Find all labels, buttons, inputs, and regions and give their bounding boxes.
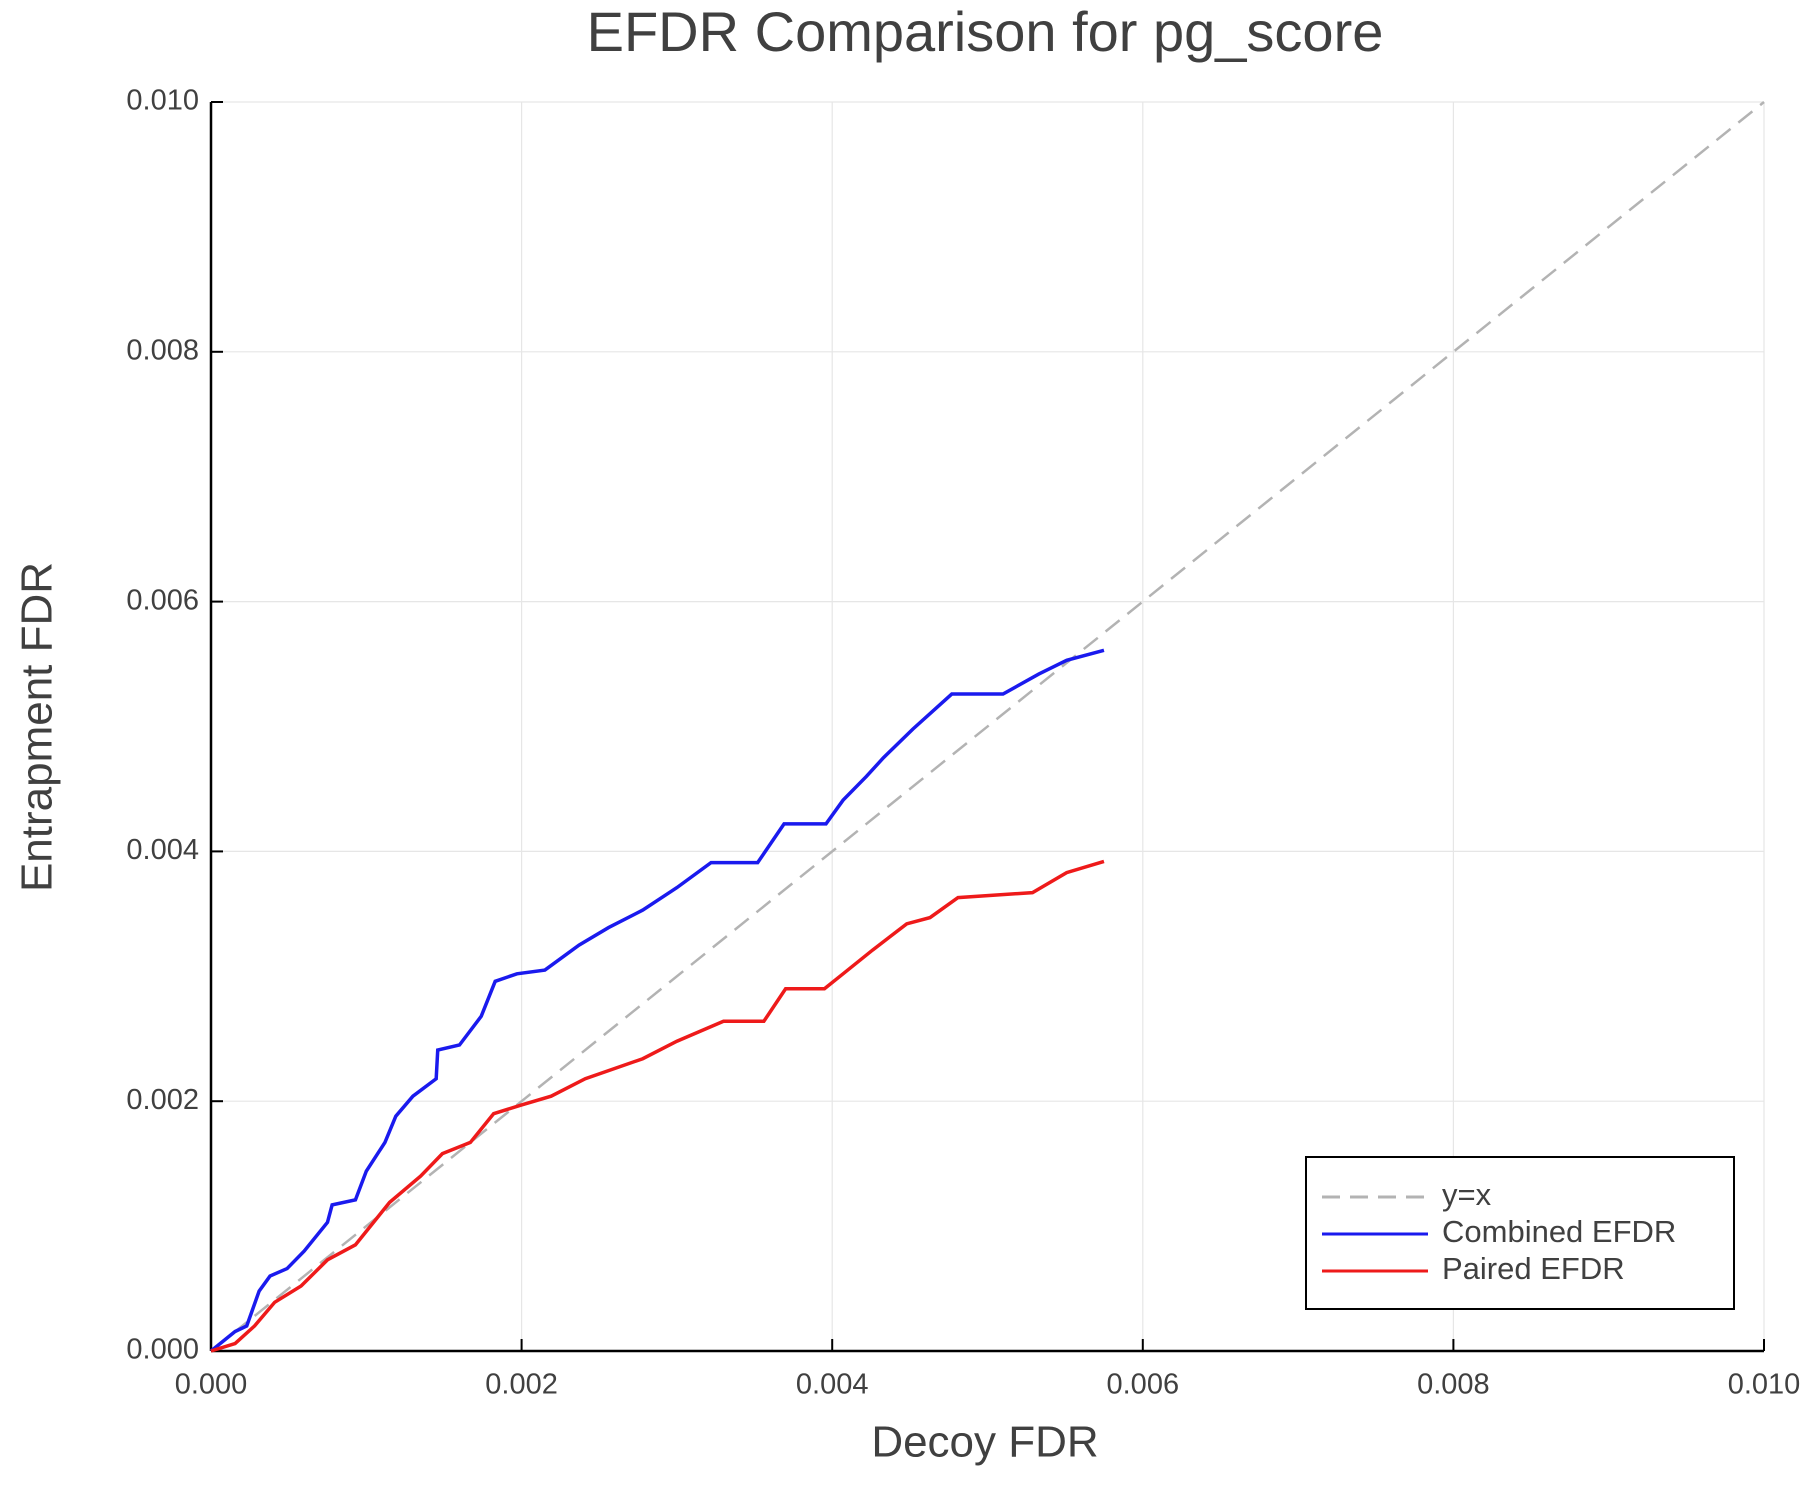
x-tick-label: 0.004 bbox=[796, 1369, 869, 1401]
legend-label: Paired EFDR bbox=[1442, 1251, 1625, 1286]
chart-title: EFDR Comparison for pg_score bbox=[587, 0, 1384, 63]
x-tick-label: 0.010 bbox=[1728, 1369, 1800, 1401]
x-tick-label: 0.002 bbox=[485, 1369, 558, 1401]
legend-label: y=x bbox=[1442, 1177, 1492, 1212]
series-line bbox=[209, 648, 1105, 1353]
x-axis-label: Decoy FDR bbox=[871, 1418, 1098, 1467]
y-tick-label: 0.008 bbox=[126, 334, 199, 366]
series-line bbox=[210, 859, 1105, 1353]
series-line bbox=[210, 101, 1765, 1352]
y-tick-label: 0.006 bbox=[126, 584, 199, 616]
y-tick-label: 0.010 bbox=[126, 85, 199, 117]
y-tick-label: 0.000 bbox=[126, 1334, 199, 1366]
x-tick-label: 0.008 bbox=[1417, 1369, 1490, 1401]
x-tick-label: 0.000 bbox=[175, 1369, 248, 1401]
legend-label: Combined EFDR bbox=[1442, 1214, 1676, 1249]
x-tick-label: 0.006 bbox=[1107, 1369, 1180, 1401]
y-tick-label: 0.002 bbox=[126, 1084, 199, 1116]
y-tick-label: 0.004 bbox=[126, 834, 199, 866]
y-axis-label: Entrapment FDR bbox=[13, 562, 62, 892]
